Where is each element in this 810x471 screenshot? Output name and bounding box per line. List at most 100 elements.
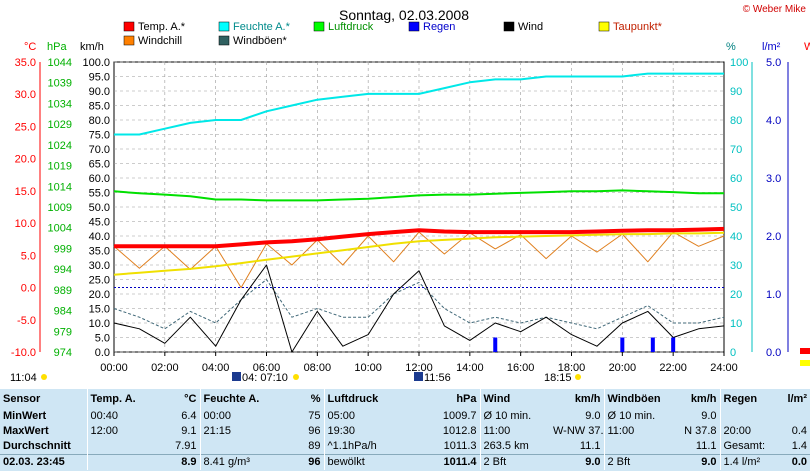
wind-axis-tick-label: 55.0 — [89, 188, 110, 200]
stats-rain-value — [780, 409, 810, 424]
wind-axis-tick-label: 100.0 — [82, 57, 110, 69]
rain-axis-tick-label: 3.0 — [766, 173, 781, 185]
stats-press-weather: bewölkt — [323, 454, 406, 470]
legend-swatch — [313, 21, 325, 32]
stats-hum-time — [199, 439, 272, 455]
stats-header-gust: Windböen — [603, 389, 670, 409]
rain-axis-tick-label: 4.0 — [766, 115, 781, 127]
time-tick-label: 24:00 — [710, 362, 738, 374]
stats-wind-max: W-NW 37.8 — [553, 425, 604, 437]
legend-label: Wind — [518, 21, 543, 33]
series-line-temp-a — [114, 226, 725, 249]
series-line-luftdruck — [113, 189, 724, 202]
wind-axis-unit: km/h — [80, 41, 104, 53]
stats-header-row: Sensor Temp. A. °C Feuchte A. % Luftdruc… — [0, 389, 810, 409]
stats-temp-current: 8.9 — [181, 456, 197, 468]
stats-header-rain-unit: l/m² — [787, 393, 807, 405]
wind-axis-tick-label: 45.0 — [89, 217, 110, 229]
stats-temp-time: 12:00 — [86, 424, 142, 439]
stats-press-value: 1011.3 — [443, 440, 477, 452]
legend-label: Luftdruck — [328, 21, 374, 33]
stats-gust-info: 11:00 — [603, 424, 670, 439]
stats-press-trend: ^1.1hPa/h — [323, 439, 406, 455]
humidity-axis-tick-label: 0 — [730, 347, 736, 359]
stats-hum-time: 00:00 — [199, 409, 272, 424]
pressure-axis-tick-label: 1044 — [48, 57, 72, 69]
time-tick-label: 10:00 — [354, 362, 382, 374]
pressure-axis-tick-label: 1024 — [48, 140, 72, 152]
wind-axis-tick-label: 35.0 — [89, 246, 110, 258]
stats-hum-value: 89 — [308, 440, 321, 452]
stats-row-label: MinWert — [3, 410, 47, 422]
pressure-axis-tick-label: 1014 — [48, 181, 72, 193]
series-line-taupunkt — [113, 231, 725, 276]
wind-axis-tick-label: 25.0 — [89, 275, 110, 287]
stats-row-min: MinWert 00:40 6.4 00:00 75 05:00 1009.7 … — [0, 409, 810, 424]
stats-press-value: 1012.8 — [442, 425, 477, 437]
wind-axis-tick-label: 50.0 — [89, 202, 110, 214]
pressure-axis-tick-label: 1019 — [48, 161, 72, 173]
dewpoint-marker — [800, 360, 810, 366]
pressure-axis-tick-label: 974 — [54, 347, 72, 359]
stats-temp-value: 7.91 — [175, 440, 197, 452]
rain-bar — [650, 337, 655, 352]
rain-axis-tick-label: 1.0 — [766, 289, 781, 301]
time-tick-label: 04:00 — [202, 362, 230, 374]
humidity-axis-tick-label: 90 — [730, 86, 742, 98]
stats-row-current: 02.03. 23:45 8.9 8.41 g/m³ 96 bewölkt 10… — [0, 454, 810, 470]
stats-header-press-unit: hPa — [456, 393, 477, 405]
pressure-axis-tick-label: 984 — [54, 306, 72, 318]
stats-press-value: 1009.7 — [442, 410, 477, 422]
stats-header-hum: Feuchte A. — [199, 389, 272, 409]
stats-temp-time: 00:40 — [86, 409, 142, 424]
sun-label-mid: 04: 07:10 — [242, 372, 288, 384]
moon-icon — [414, 372, 423, 381]
stats-press-time: 05:00 — [323, 409, 406, 424]
temp-axis-tick-label: 30.0 — [15, 89, 36, 101]
series-line-wind — [113, 264, 725, 353]
humidity-axis-tick-label: 60 — [730, 173, 742, 185]
temp-axis-tick-label: 10.0 — [15, 218, 36, 230]
stats-wind-current: 9.0 — [585, 456, 601, 468]
pressure-axis-tick-label: 1034 — [48, 98, 72, 110]
stats-rain-info: 20:00 — [719, 424, 780, 439]
stats-header-sensor: Sensor — [3, 393, 41, 405]
stats-hum-current: 96 — [308, 456, 321, 468]
wind-axis-tick-label: 95.0 — [89, 72, 110, 84]
legend-label: Temp. A.* — [138, 21, 186, 33]
moon-icon — [232, 372, 241, 381]
wind-axis-tick-label: 80.0 — [89, 115, 110, 127]
humidity-axis-tick-label: 10 — [730, 318, 742, 330]
time-tick-label: 12:00 — [405, 362, 433, 374]
wind-axis-tick-label: 30.0 — [89, 260, 110, 272]
temp-axis-tick-label: -10.0 — [11, 347, 36, 359]
humidity-axis-tick-label: 50 — [730, 202, 742, 214]
sun-icon — [575, 374, 581, 380]
legend-swatch — [123, 21, 135, 32]
stats-temp-value: 9.1 — [181, 425, 197, 437]
stats-header-press: Luftdruck — [323, 389, 406, 409]
pressure-axis-tick-label: 1039 — [48, 78, 72, 90]
legend-swatch — [218, 35, 230, 46]
stats-wind-distance: 263.5 km — [479, 439, 550, 455]
sun-label-left: 11:04 — [10, 372, 37, 384]
temp-axis-tick-label: 15.0 — [15, 186, 36, 198]
stats-wind-value: 11.1 — [579, 440, 601, 452]
stats-gust-info: Ø 10 min. — [603, 409, 670, 424]
pressure-axis-tick-label: 1009 — [48, 202, 72, 214]
pressure-axis-tick-label: 1029 — [48, 119, 72, 131]
plot-grid — [114, 61, 724, 353]
legend-label: Taupunkt* — [613, 21, 663, 33]
time-tick-label: 02:00 — [151, 362, 179, 374]
stats-rain-value: 1.4 — [791, 440, 807, 452]
wind-axis-tick-label: 70.0 — [89, 144, 110, 156]
legend: Temp. A.* Feuchte A.* Luftdruck Regen Wind Ta… — [123, 21, 663, 47]
stats-row-label: 02.03. 23:45 — [3, 456, 65, 468]
temp-axis-tick-label: -5.0 — [17, 315, 36, 327]
stats-header-temp-unit: °C — [184, 393, 197, 405]
rain-axis-unit: l/m² — [762, 41, 781, 53]
temp-axis-tick-label: 20.0 — [15, 154, 36, 166]
legend-label: Regen — [423, 21, 455, 33]
sun-icon — [41, 374, 47, 380]
humidity-axis-tick-label: 30 — [730, 260, 742, 272]
